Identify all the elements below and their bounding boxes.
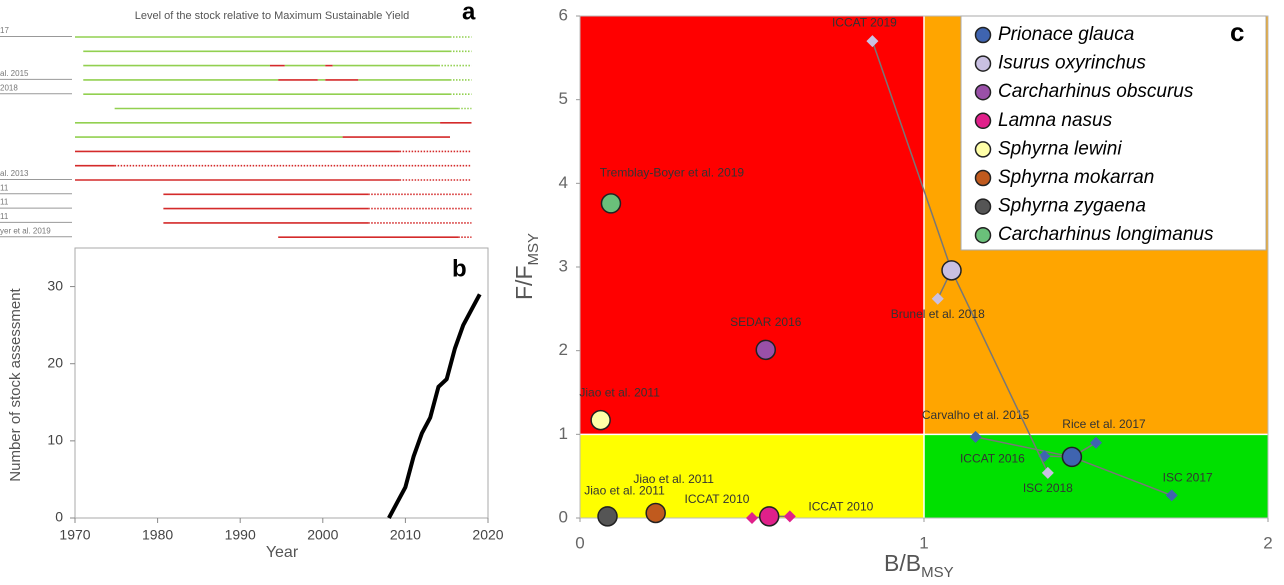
y-axis-label: Number of stock assessment (7, 287, 24, 481)
y-tick-label: 30 (47, 277, 63, 293)
assessment-marker (931, 292, 944, 305)
legend-label: Sphyrna lewini (998, 138, 1122, 159)
point-label: Jiao et al. 2011 (584, 483, 665, 497)
species-marker (645, 502, 666, 524)
legend-marker (974, 83, 992, 101)
zone (580, 434, 924, 518)
y-tick-label: 1 (559, 424, 568, 443)
legend-marker (974, 226, 992, 244)
assessment-marker (1090, 436, 1102, 449)
species-marker (1061, 446, 1083, 468)
y-tick-label: 2 (559, 340, 568, 359)
assessment-marker (1165, 489, 1178, 502)
x-tick-label: 0 (575, 533, 584, 552)
legend-label: Isurus oxyrinchus (998, 53, 1146, 74)
x-axis-label-sub: MSY (921, 564, 954, 581)
plot-frame (74, 247, 489, 519)
legend-label: Sphyrna zygaena (998, 196, 1146, 217)
y-tick-label: 5 (559, 89, 568, 108)
x-tick-label: 1 (919, 533, 928, 552)
point-label: Brunel et al. 2018 (891, 307, 985, 321)
assessment-marker (969, 430, 982, 443)
point-label: SEDAR 2016 (730, 315, 802, 329)
species-marker (600, 193, 622, 214)
x-tick-label: 2010 (390, 527, 421, 543)
panel-label: a (462, 0, 476, 25)
y-tick-label: 0 (559, 507, 568, 526)
point-label: ISC 2017 (1163, 471, 1213, 485)
legend-marker (974, 169, 992, 187)
spoke (975, 436, 1073, 458)
row-label: 11 (0, 183, 9, 192)
y-tick-label: 3 (559, 256, 568, 275)
y-tick-label: 4 (559, 173, 568, 192)
point-label: ICCAT 2010 (685, 492, 750, 506)
legend-marker (974, 112, 992, 130)
species-marker (590, 409, 611, 431)
x-tick-label: 1990 (225, 527, 256, 543)
row-label: 11 (0, 198, 9, 207)
point-label: ICCAT 2016 (960, 451, 1025, 465)
x-axis-label: B/B (884, 550, 921, 576)
spoke (871, 40, 953, 271)
point-label: ICCAT 2019 (832, 15, 897, 29)
legend-label: Carcharhinus obscurus (998, 81, 1194, 102)
y-axis-label: F/F (511, 266, 537, 301)
assessment-marker (866, 35, 879, 48)
legend-marker (974, 55, 992, 72)
point-label: Jiao et al. 2011 (633, 472, 714, 486)
legend-label: Sphyrna mokarran (998, 167, 1154, 188)
point-label: ICCAT 2010 (808, 499, 873, 513)
x-axis-label: Year (266, 544, 299, 561)
spoke (1071, 456, 1172, 497)
x-tick-label: 1970 (59, 527, 90, 543)
point-label: Carvalho et al. 2015 (922, 408, 1030, 422)
y-tick-label: 20 (47, 354, 63, 370)
row-label: al. 2015 (0, 69, 29, 78)
panel-label: b (452, 255, 467, 282)
row-label: al. 2013 (0, 169, 29, 178)
row-label: yer et al. 2019 (0, 226, 51, 235)
row-label: 2018 (0, 83, 18, 92)
row-label: 17 (0, 26, 9, 35)
legend-label: Lamna nasus (998, 110, 1113, 131)
species-marker (755, 339, 777, 361)
species-marker (941, 260, 962, 281)
data-line (387, 293, 482, 519)
y-axis-label-sub: MSY (525, 233, 542, 266)
x-tick-label: 2 (1263, 533, 1272, 552)
legend-marker (974, 141, 992, 158)
panel-label: c (1230, 17, 1244, 47)
assessment-marker (1041, 466, 1054, 479)
panel-title: Level of the stock relative to Maximum S… (135, 10, 410, 22)
y-tick-label: 10 (47, 432, 63, 448)
point-label: Jiao et al. 2011 (579, 385, 660, 399)
legend-label: Carcharhinus longimanus (998, 224, 1214, 245)
species-marker (758, 506, 780, 527)
x-tick-label: 1980 (142, 527, 173, 543)
spoke (950, 270, 1049, 474)
legend-label: Prionace glauca (998, 24, 1134, 45)
point-label: ISC 2018 (1023, 481, 1073, 495)
x-tick-label: 2020 (472, 527, 503, 543)
assessment-marker (746, 512, 758, 524)
legend-marker (974, 198, 992, 215)
y-tick-label: 6 (559, 5, 568, 24)
zone (580, 16, 924, 435)
y-tick-label: 0 (55, 509, 63, 525)
assessment-marker (783, 510, 796, 523)
x-tick-label: 2000 (307, 527, 338, 543)
point-label: Rice et al. 2017 (1062, 417, 1146, 431)
point-label: Tremblay-Boyer et al. 2019 (600, 166, 745, 180)
row-label: 11 (0, 212, 9, 221)
legend-marker (974, 26, 992, 44)
species-marker (597, 506, 618, 527)
legend-box (960, 15, 1267, 251)
